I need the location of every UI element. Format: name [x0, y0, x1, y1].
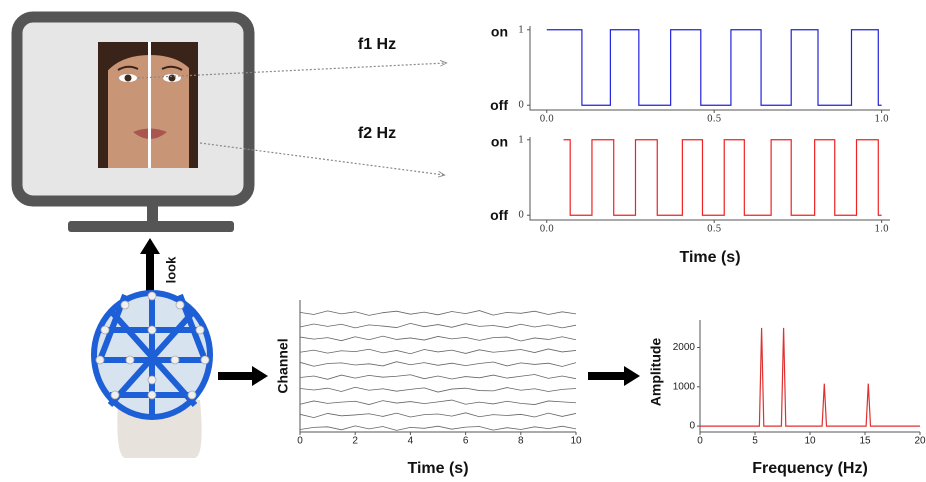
x-tick-label: 1.0 [874, 115, 889, 125]
x-tick-label: 10 [804, 436, 816, 447]
signal-line [563, 139, 882, 216]
flow-arrow [588, 366, 640, 386]
x-tick-label: 20 [914, 436, 926, 447]
x-tick-label: 1.0 [874, 225, 889, 235]
y-tick-label: 1000 [673, 381, 696, 392]
eeg-trace [299, 322, 577, 329]
x-tick-label: 0.5 [707, 115, 722, 125]
eeg-cap-image [91, 290, 213, 458]
x-tick-label: 0 [697, 436, 703, 447]
face-image [98, 42, 198, 168]
y-tick-label: 1 [518, 135, 524, 145]
y-tick-label: 0 [518, 211, 524, 221]
x-axis-label: Time (s) [407, 460, 468, 477]
x-tick-label: 0.0 [540, 225, 555, 235]
flow-arrow [218, 366, 268, 386]
eeg-trace [299, 412, 577, 419]
eeg-trace [299, 386, 577, 393]
eeg-trace [299, 335, 577, 342]
x-tick-label: 15 [859, 436, 871, 447]
y-axis-label: Channel [275, 338, 291, 393]
state-label: on [491, 23, 508, 39]
state-label: off [490, 207, 508, 223]
x-tick-label: 0.0 [540, 115, 555, 125]
y-tick-label: 1 [518, 25, 524, 35]
y-tick-label: 0 [689, 421, 695, 432]
eeg-trace [299, 310, 577, 316]
eeg-trace [299, 425, 577, 431]
frequency-label: f1 Hz [358, 36, 396, 53]
look-arrow [140, 238, 160, 292]
x-tick-label: 4 [408, 436, 414, 447]
y-axis-label: Amplitude [648, 338, 664, 407]
signal-line [546, 29, 882, 106]
state-label: off [490, 97, 508, 113]
x-tick-label: 0.5 [707, 225, 722, 235]
gaze-arrow [137, 63, 446, 79]
gaze-arrow [199, 142, 444, 175]
signal-line [700, 327, 920, 427]
y-tick-label: 2000 [673, 342, 696, 353]
x-tick-label: 8 [518, 436, 524, 447]
state-label: on [491, 133, 508, 149]
x-tick-label: 10 [570, 436, 582, 447]
x-axis-label: Frequency (Hz) [752, 460, 868, 477]
eeg-trace [299, 399, 577, 405]
x-tick-label: 5 [752, 436, 758, 447]
x-tick-label: 6 [463, 436, 469, 447]
y-tick-label: 0 [518, 101, 524, 111]
look-label: look [163, 256, 178, 283]
eeg-trace [299, 348, 577, 355]
x-tick-label: 2 [352, 436, 358, 447]
frequency-label: f2 Hz [358, 125, 396, 142]
x-axis-label: Time (s) [679, 249, 740, 266]
eeg-trace [299, 361, 577, 367]
x-tick-label: 0 [297, 436, 303, 447]
eeg-trace [299, 374, 577, 380]
